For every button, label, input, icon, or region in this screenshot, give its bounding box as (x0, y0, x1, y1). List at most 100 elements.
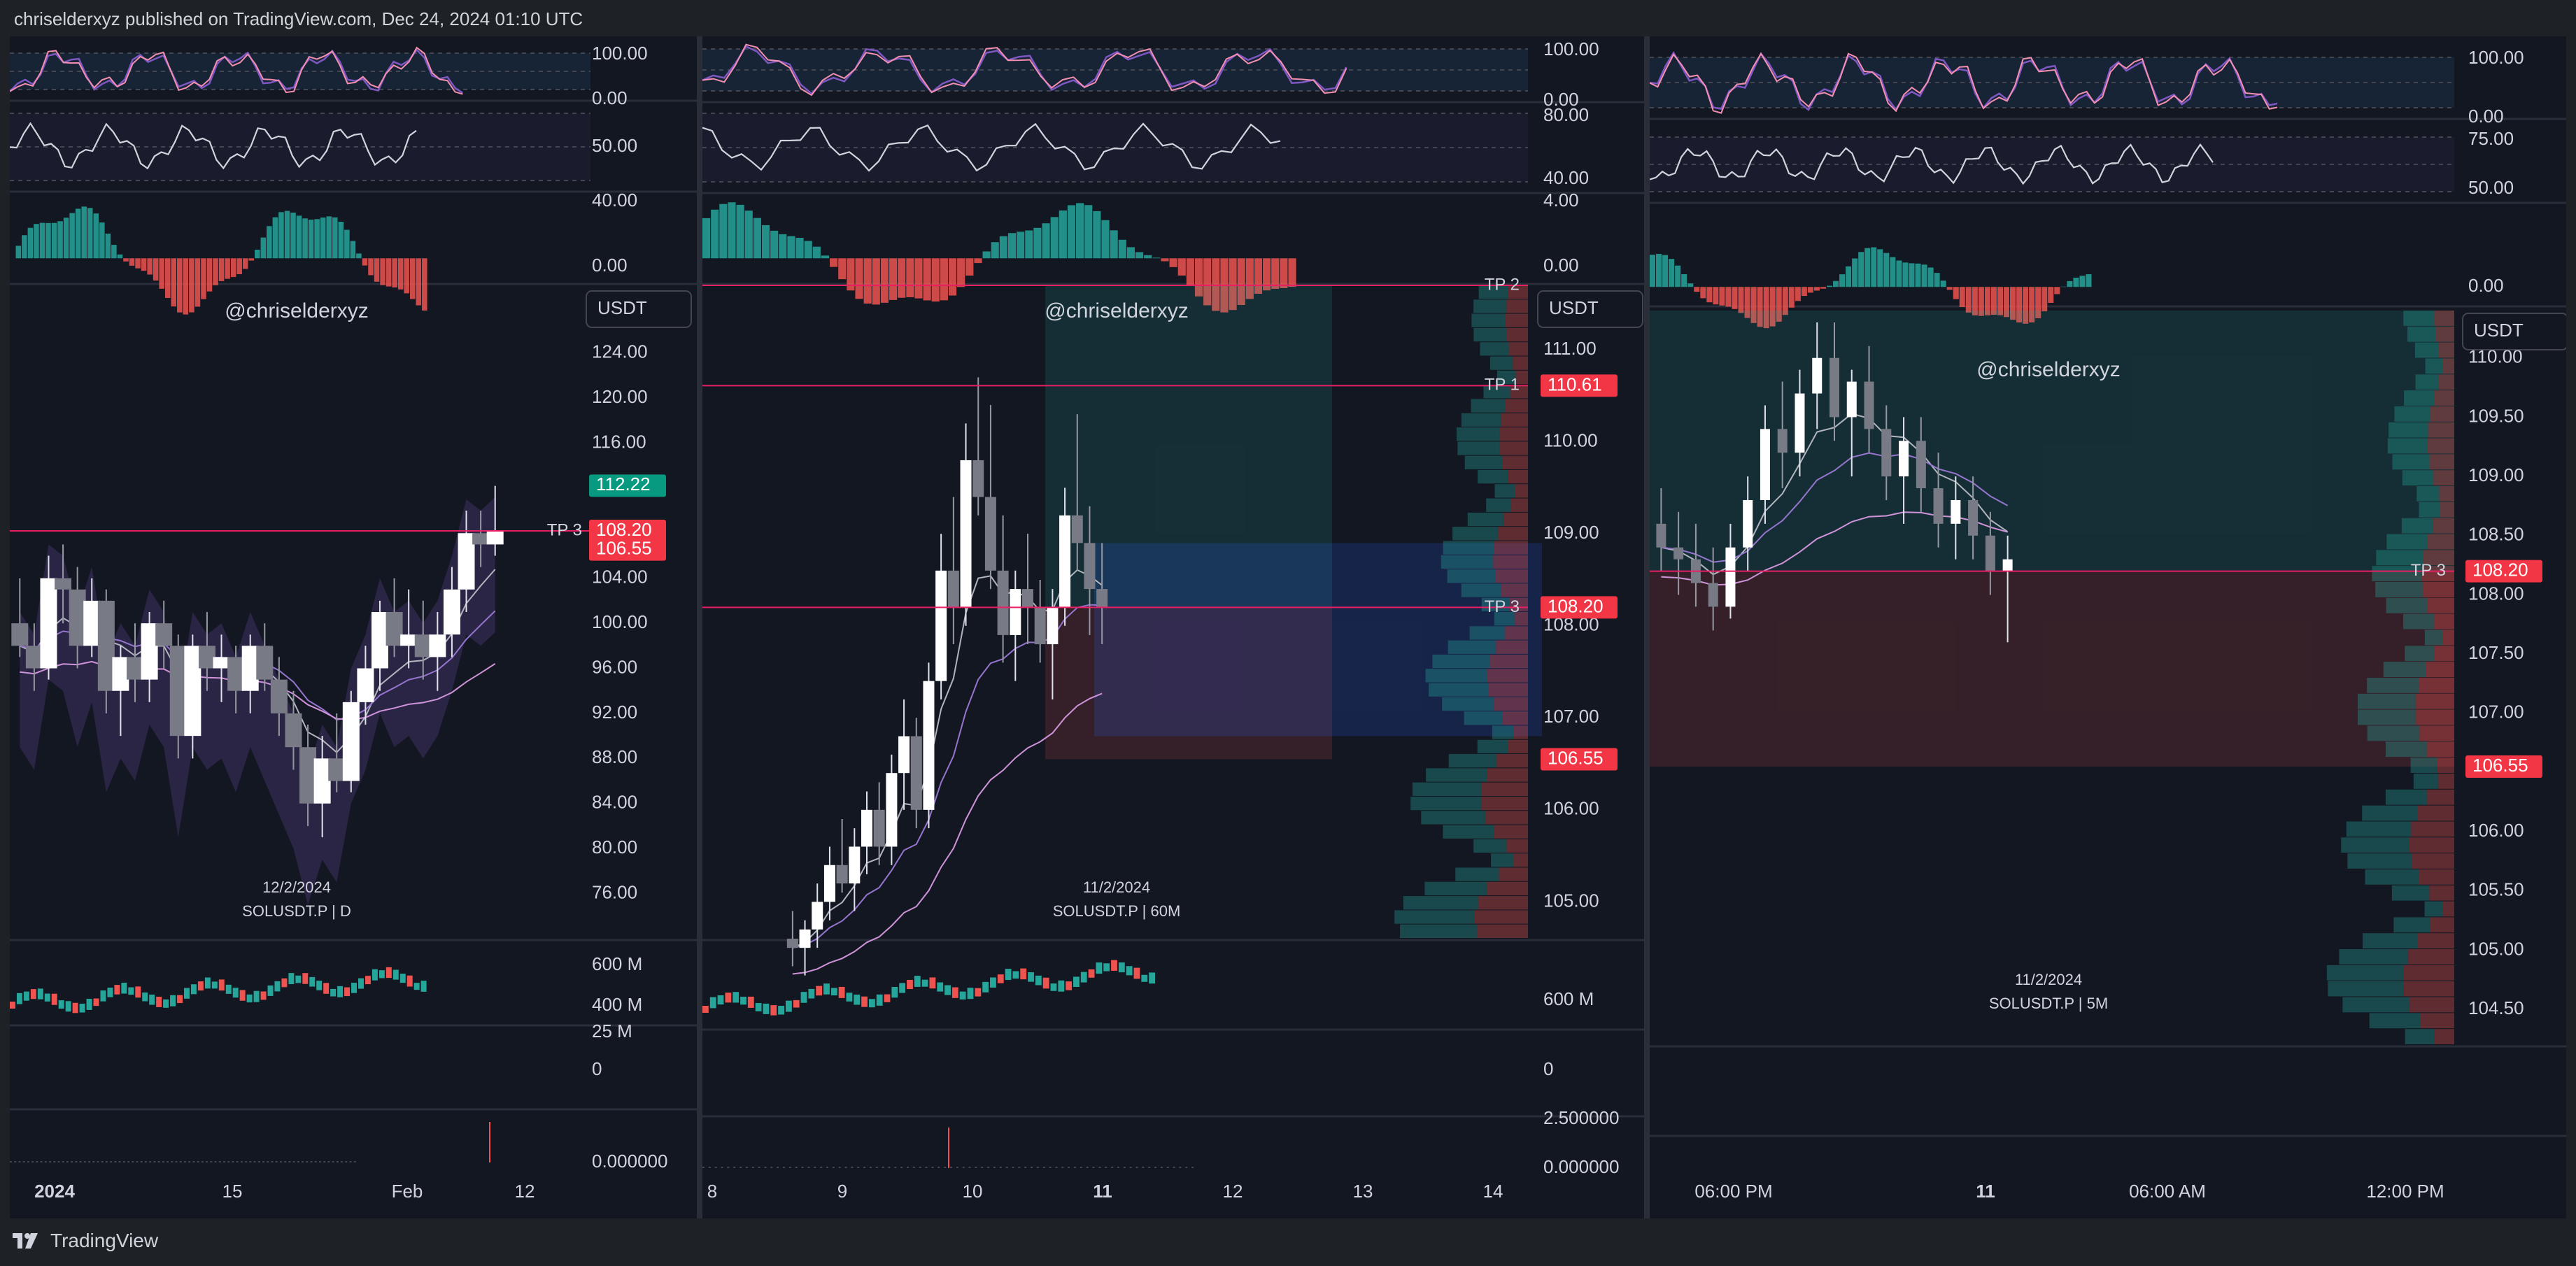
price-axis-label: 110.00 (1543, 430, 1598, 451)
volume-profile-bar (2404, 390, 2435, 406)
macd-bar (1050, 217, 1059, 259)
macd-bar (1263, 258, 1271, 291)
ema-trend-line (1661, 511, 2008, 586)
volume-axis-label: 400 M (592, 994, 642, 1015)
price-axis-label: 111.00 (1543, 338, 1597, 359)
candle-body (414, 634, 432, 657)
volume-bar (100, 990, 106, 1002)
macd-bar (1110, 230, 1118, 259)
liquidation-bar (88, 1161, 91, 1162)
macd-bar (1059, 210, 1067, 259)
liquidation-bar (814, 1167, 816, 1168)
macd-bar (1229, 258, 1237, 311)
liquidation-bar (925, 1167, 928, 1168)
volume-bar (121, 982, 127, 994)
macd-bar (804, 241, 812, 259)
take-profit-label: TP 3 (1485, 597, 1520, 616)
macd-bar (1271, 258, 1280, 289)
candle-body (169, 646, 187, 737)
liquidation-bar (157, 1161, 160, 1162)
macd-bar (39, 222, 45, 259)
macd-bar (22, 235, 27, 259)
volume-bar (1028, 972, 1034, 982)
liquidation-bar (1018, 1167, 1021, 1168)
volume-profile-bar (2430, 917, 2454, 933)
macd-bar (906, 258, 914, 297)
macd-bar (218, 258, 225, 281)
macd-bar (422, 258, 427, 311)
macd-bar (779, 234, 787, 259)
macd-bar (711, 209, 719, 259)
volume-profile-bar (1511, 498, 1528, 512)
macd-bar (1807, 287, 1813, 293)
symbol-label: SOLUSDT.P | 60M (1053, 902, 1181, 920)
volume-bar (1050, 983, 1057, 991)
stop-loss-zone (1650, 571, 2454, 767)
chart-panel-5m[interactable]: 100.00 0.00 75.00 50.00 0.00 TP 3 110.00 109.50… (1650, 36, 2566, 1218)
macd-bar (1675, 265, 1681, 287)
volume-profile-bar (2402, 470, 2434, 486)
pane-divider[interactable] (1644, 36, 1650, 1218)
chart-panel-60m[interactable]: 100.00 0.00 80.00 40.00 4.00 0.00 TP 2 TP 1 TP 3… (702, 36, 1644, 1218)
chart-panel-daily[interactable]: 100.00 0.00 50.00 40.00 0.00 TP 3 124.00 120.00… (10, 36, 697, 1218)
volume-bar (72, 1002, 78, 1013)
macd-bar (728, 202, 736, 259)
candle-body (458, 533, 475, 590)
macd-bar (1662, 255, 1669, 287)
liquidation-bar (49, 1161, 52, 1162)
candle-body (270, 679, 288, 713)
volume-bar (876, 994, 883, 1006)
volume-profile-bar (2425, 358, 2443, 374)
macd-bar (272, 217, 278, 259)
macd-bar (255, 249, 260, 259)
volume-bar (378, 970, 385, 979)
volume-bar (170, 995, 176, 1007)
candle-body (299, 747, 317, 804)
macd-bar (1254, 258, 1263, 294)
volume-profile-bar (1513, 853, 1528, 867)
volume-profile-bar (2435, 326, 2454, 342)
macd-bar (1669, 259, 1675, 287)
liquidation-bar (167, 1161, 169, 1162)
stoch-k-line (702, 45, 1347, 95)
macd-bar (248, 258, 255, 261)
volume-bar (763, 1003, 770, 1014)
candle-body (155, 623, 173, 646)
watermark-handle: @chriselderxyz (1045, 299, 1189, 322)
candle-body (1743, 499, 1753, 548)
volume-profile-bar (2433, 518, 2454, 534)
pane-divider[interactable] (697, 36, 702, 1218)
open-interest-axis-label: 0 (592, 1058, 602, 1079)
volume-profile-bar (1403, 896, 1478, 910)
price-axis-label: 92.00 (592, 702, 637, 723)
candle-body (241, 646, 259, 691)
macd-bar (1042, 223, 1050, 259)
macd-bar (1126, 247, 1135, 259)
volume-bar (1149, 972, 1155, 984)
envelope-cloud (20, 497, 495, 905)
candle-body (935, 570, 947, 681)
macd-bar (787, 236, 795, 259)
liquidation-bar (57, 1161, 60, 1162)
macd-bar (93, 213, 99, 259)
macd-bar (991, 242, 999, 259)
candle-body (11, 623, 29, 646)
footer-brand: TradingView (50, 1230, 159, 1251)
rsi-axis-label: 50.00 (592, 135, 637, 156)
volume-bar (260, 991, 267, 1000)
macd-bar (2054, 287, 2060, 294)
macd-bar (1186, 258, 1194, 286)
volume-profile-bar (2442, 358, 2454, 374)
volume-profile-bar (2362, 933, 2418, 949)
stoch-d-line (10, 46, 463, 95)
candle-body (923, 681, 935, 810)
take-profit-label: TP 3 (547, 520, 582, 539)
macd-bar (99, 222, 105, 259)
volume-profile-bar (1508, 285, 1528, 299)
price-tag (589, 474, 666, 497)
liquidation-bar (297, 1161, 299, 1162)
volume-profile-bar (1467, 512, 1504, 527)
